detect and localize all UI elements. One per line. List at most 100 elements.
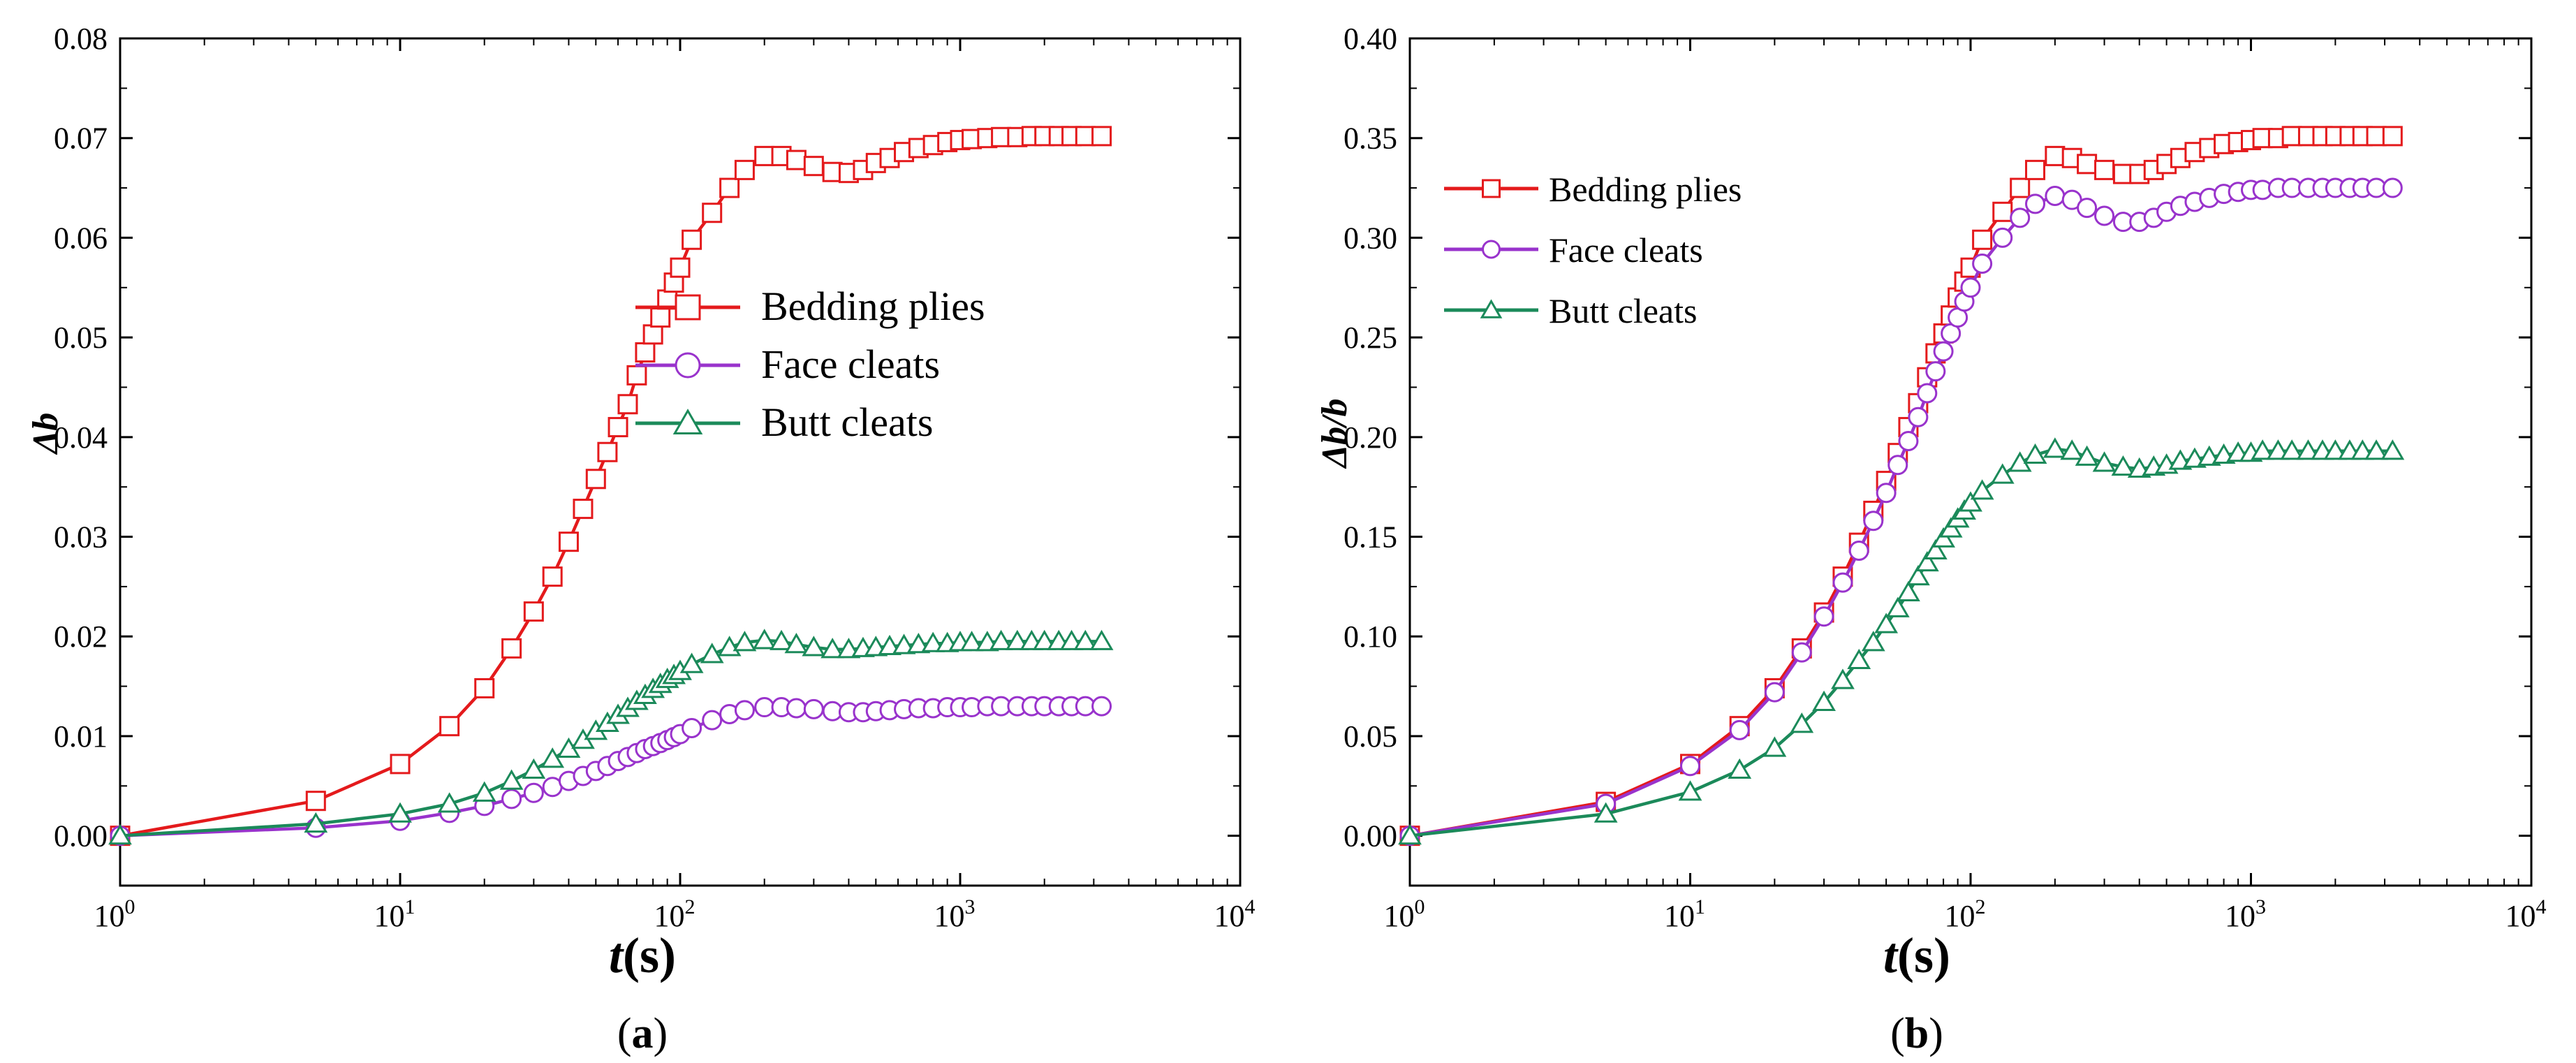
legend-label: Face cleats — [761, 342, 940, 387]
x-tick-label: 102 — [1945, 895, 1986, 933]
data-point — [2092, 451, 2117, 472]
data-point — [2112, 163, 2133, 184]
data-point — [770, 629, 793, 650]
data-point — [642, 324, 663, 345]
data-point — [1005, 629, 1029, 650]
data-point — [1923, 538, 1948, 560]
data-point — [2266, 439, 2290, 460]
data-point — [2382, 126, 2403, 147]
data-point — [1762, 736, 1787, 757]
data-point — [679, 652, 704, 673]
data-point — [1992, 227, 2013, 248]
data-point — [2075, 445, 2099, 466]
y-tick-label: 0.40 — [1344, 22, 1397, 56]
data-point — [1680, 756, 1700, 777]
data-point — [2382, 177, 2403, 198]
data-point — [670, 257, 691, 278]
data-point — [1885, 596, 1910, 617]
data-point — [1960, 277, 1981, 298]
data-point — [523, 782, 544, 803]
data-point — [2094, 159, 2115, 180]
y-tick-label: 0.00 — [1344, 819, 1397, 853]
data-point — [803, 156, 824, 177]
data-point — [390, 754, 411, 775]
data-point — [2045, 185, 2066, 206]
data-point — [542, 566, 563, 587]
data-point — [1917, 383, 1938, 404]
data-point — [1861, 631, 1885, 652]
x-tick-label: 101 — [374, 895, 415, 933]
data-point — [1931, 527, 1955, 548]
y-tick-label: 0.30 — [1344, 221, 1397, 255]
data-point — [1813, 606, 1834, 627]
data-point — [1938, 517, 1963, 538]
x-tick-label: 102 — [654, 895, 695, 933]
x-tick-label: 100 — [1384, 895, 1425, 933]
data-point — [786, 698, 807, 719]
data-point — [2077, 154, 2098, 175]
data-point — [1791, 642, 1812, 663]
data-point — [1594, 802, 1618, 823]
data-point — [1729, 719, 1750, 740]
data-point — [1089, 629, 1114, 650]
x-tick-label: 103 — [934, 895, 976, 933]
data-point — [2111, 455, 2135, 476]
data-point — [437, 792, 462, 813]
y-tick-label: 0.10 — [1344, 620, 1397, 654]
data-point — [700, 643, 724, 664]
x-axis-title: t(s) — [609, 928, 676, 983]
legend-marker — [675, 352, 701, 379]
data-point — [734, 159, 755, 180]
series-butt-cleats — [108, 629, 1114, 845]
data-point — [1678, 780, 1702, 801]
data-point — [1848, 541, 1869, 562]
data-point — [1847, 648, 1871, 670]
y-tick-label: 0.25 — [1344, 321, 1397, 355]
data-point — [1970, 479, 1994, 500]
data-point — [754, 697, 775, 718]
data-point — [585, 469, 606, 490]
data-point — [2094, 205, 2115, 226]
data-point — [1972, 254, 1993, 274]
data-point — [682, 718, 702, 739]
data-point — [1832, 572, 1853, 593]
legend-label: Bedding plies — [761, 284, 985, 329]
data-point — [906, 633, 931, 654]
legend: Bedding plies Face cleats Butt cleats — [1444, 170, 1742, 330]
data-point — [682, 229, 702, 250]
data-point — [2025, 159, 2046, 180]
data-point — [305, 791, 326, 812]
y-tick-label: 0.06 — [54, 221, 108, 255]
y-tick-label: 0.05 — [1344, 719, 1397, 754]
y-tick-label: 0.08 — [54, 22, 108, 56]
data-point — [1898, 431, 1919, 452]
data-point — [1073, 629, 1098, 650]
panel-label: (b) — [1890, 1010, 1943, 1057]
data-point — [388, 802, 412, 823]
data-point — [989, 629, 1013, 650]
data-point — [2060, 439, 2084, 460]
data-point — [1990, 463, 2015, 484]
data-point — [608, 417, 628, 438]
data-point — [1959, 491, 1982, 512]
data-point — [2010, 177, 2031, 198]
data-point — [1075, 126, 1096, 147]
data-point — [304, 812, 328, 833]
data-point — [1790, 712, 1814, 733]
data-point — [734, 700, 755, 721]
data-point — [2077, 198, 2098, 219]
data-point — [573, 499, 594, 520]
y-tick-label: 0.02 — [54, 620, 108, 654]
x-tick-label: 100 — [94, 895, 135, 933]
panel-b: 100 101 102 103 104 0.00 0.05 0.10 0.15 0.20 0.25 0… — [1315, 22, 2547, 1057]
data-point — [474, 677, 495, 698]
y-tick-label: 0.00 — [54, 819, 108, 853]
series-butt-cleats — [1398, 437, 2405, 845]
data-point — [719, 177, 740, 198]
data-point — [523, 601, 544, 622]
data-point — [597, 441, 618, 462]
data-point — [472, 781, 496, 802]
y-tick-label: 0.20 — [1344, 420, 1397, 455]
data-point — [784, 633, 809, 654]
